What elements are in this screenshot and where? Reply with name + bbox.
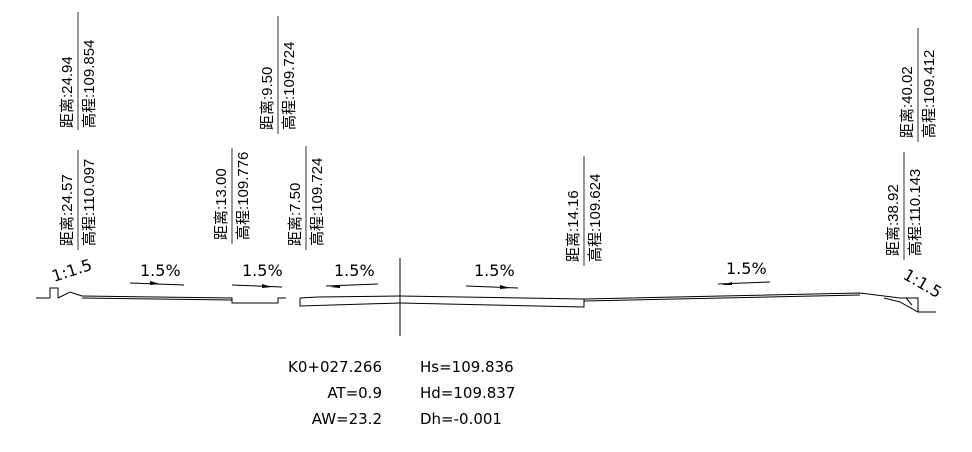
annotation-distance-24-94: 距离:24.94 高程:109.854 — [59, 12, 98, 130]
grade-label-3: 1.5% — [325, 261, 379, 288]
hd-label: Hd=109.837 — [420, 384, 515, 402]
grade-label-4: 1.5% — [465, 261, 519, 289]
grade-arrow-head — [500, 285, 510, 289]
annotation-elevation: 高程:109.854 — [81, 40, 98, 128]
dh-label: Dh=-0.001 — [420, 410, 502, 428]
grade-label-2: 1.5% — [231, 261, 283, 288]
right-carriageway — [583, 292, 885, 300]
annotation-distance-40-02: 距离:40.02 高程:109.412 — [899, 28, 938, 142]
at-label: AT=0.9 — [327, 384, 382, 402]
left-shoulder-block — [49, 287, 59, 298]
grade-arrow-head — [150, 281, 160, 285]
grade-label-1: 1.5% — [129, 261, 185, 286]
left-side-slope — [57, 291, 83, 299]
left-median-edge — [299, 295, 401, 299]
right-slope-hatch — [905, 297, 913, 306]
annotation-distance-13-00: 距离:13.00 高程:109.776 — [213, 148, 252, 244]
grade-arrow — [231, 284, 283, 288]
right-side-slope — [883, 295, 919, 313]
road-profile — [36, 287, 936, 313]
left-slope-ratio: 1:1.5 — [49, 255, 94, 286]
annotation-elevation: 高程:109.724 — [309, 158, 326, 246]
annotation-distance-9-50: 距离:9.50 高程:109.724 — [259, 16, 298, 134]
annotation-elevation: 高程:110.143 — [907, 169, 924, 256]
annotation-elevation: 高程:109.624 — [587, 174, 604, 262]
grade-label-5: 1.5% — [717, 259, 771, 285]
aw-label: AW=23.2 — [312, 410, 382, 428]
annotation-distance-7-50: 距离:7.50 高程:109.724 — [287, 146, 326, 250]
svg-text:1.5%: 1.5% — [726, 259, 767, 278]
station-label: K0+027.266 — [288, 358, 382, 376]
left-carriageway — [81, 295, 286, 304]
annotation-distance: 距离:9.50 — [259, 67, 276, 130]
grade-arrow-head — [330, 285, 340, 288]
hs-label: Hs=109.836 — [420, 358, 514, 376]
median-block-left — [299, 298, 401, 307]
annotation-distance: 距离:40.02 — [899, 66, 916, 138]
annotation-elevation: 高程:109.776 — [235, 152, 252, 240]
annotation-elevation: 高程:109.412 — [921, 50, 938, 138]
svg-text:1.5%: 1.5% — [140, 261, 181, 280]
annotation-distance-14-16: 距离:14.16 高程:109.624 — [565, 156, 604, 266]
left-carriageway-base — [81, 297, 233, 301]
grade-arrow — [717, 281, 771, 285]
svg-text:1.5%: 1.5% — [474, 261, 515, 280]
annotation-distance-38-92: 距离:38.92 高程:110.143 — [885, 152, 924, 260]
svg-text:1.5%: 1.5% — [242, 261, 283, 280]
grade-arrow-head — [722, 282, 732, 285]
station-info: K0+027.266 AT=0.9 AW=23.2 Hs=109.836 Hd=… — [288, 358, 515, 428]
grade-arrow — [465, 285, 519, 289]
annotation-distance-24-57: 距离:24.57 高程:110.097 — [59, 150, 98, 250]
right-slope-ratio: 1:1.5 — [900, 265, 945, 302]
annotation-distance: 距离:38.92 — [885, 184, 902, 256]
right-inner-lane — [399, 295, 585, 308]
right-carriageway-base — [583, 294, 861, 302]
annotation-distance: 距离:24.57 — [59, 174, 76, 246]
grade-arrow — [325, 283, 379, 287]
annotation-elevation: 高程:110.097 — [81, 159, 98, 246]
annotation-distance: 距离:24.94 — [59, 56, 76, 128]
annotation-distance: 距离:7.50 — [287, 183, 304, 246]
annotation-distance: 距离:13.00 — [213, 168, 230, 240]
svg-text:1.5%: 1.5% — [334, 261, 375, 280]
grade-arrow-head — [262, 284, 272, 288]
annotation-elevation: 高程:109.724 — [281, 42, 298, 130]
annotation-distance: 距离:14.16 — [565, 190, 582, 262]
